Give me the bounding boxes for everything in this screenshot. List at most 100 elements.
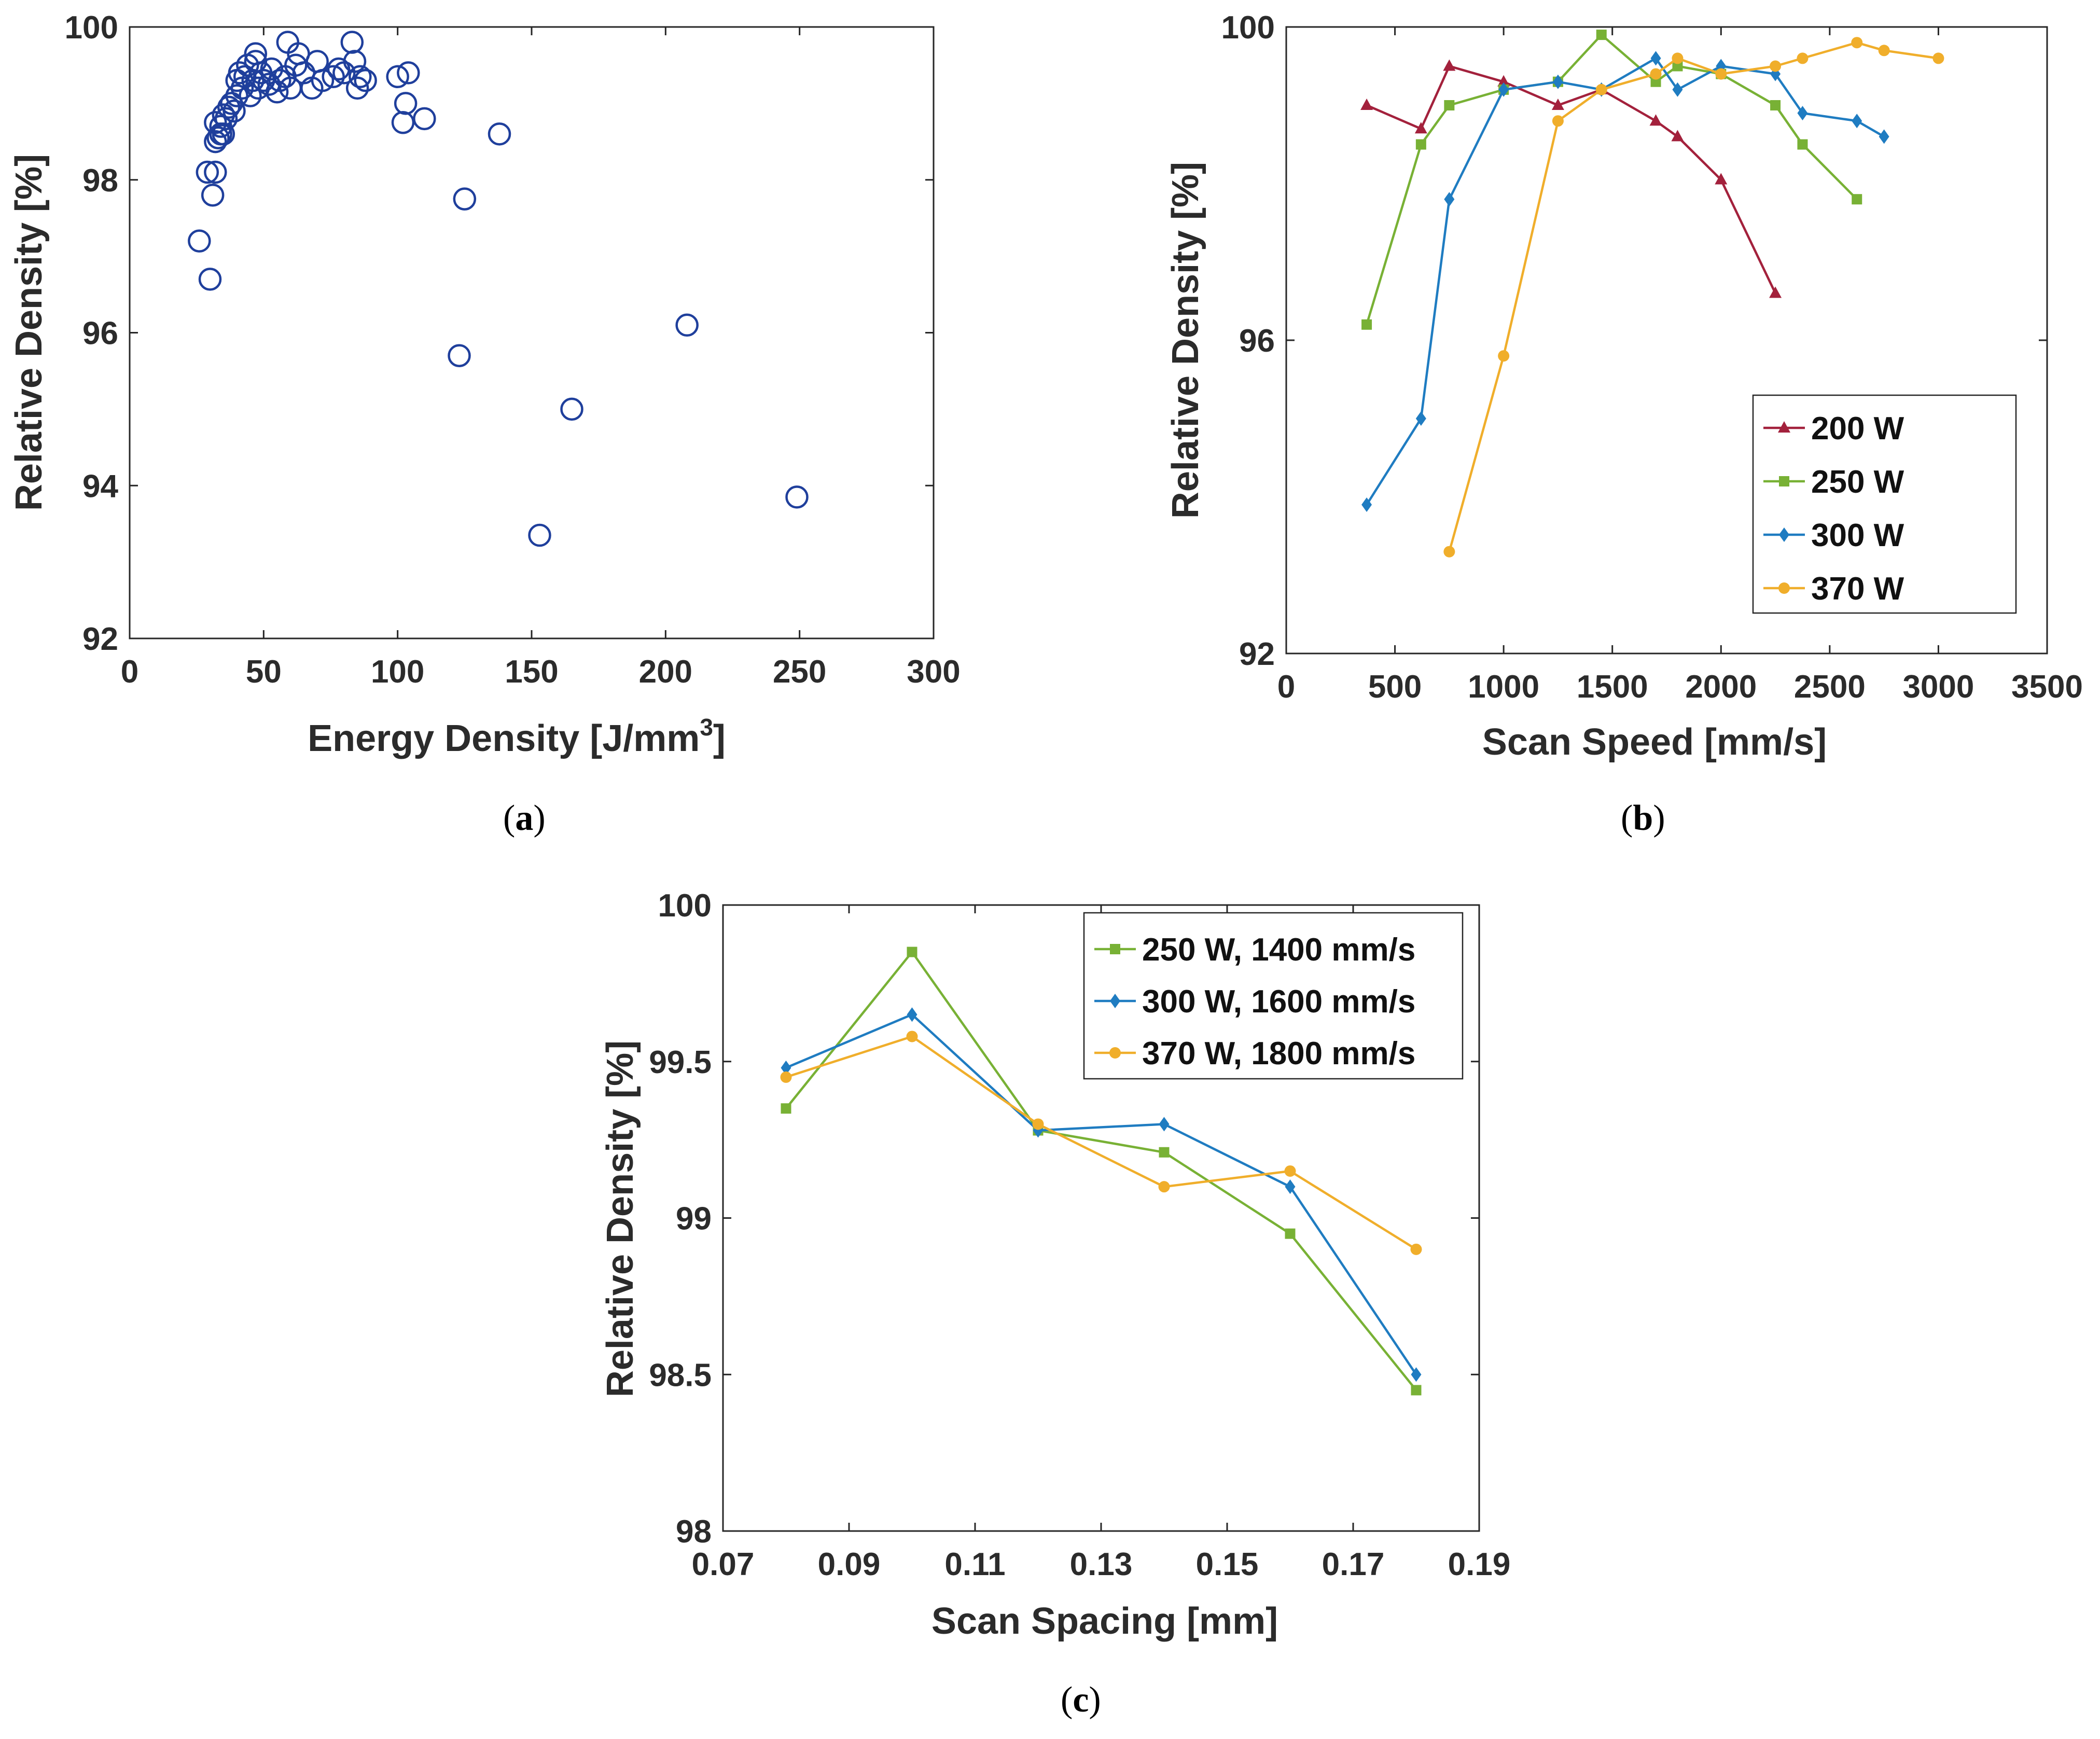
x-axis-label-end: ] [713, 718, 726, 759]
x-tick-label: 0 [121, 654, 138, 690]
panel-caption: (c) [1061, 1680, 1101, 1720]
data-point [340, 31, 364, 54]
data-point [1650, 68, 1662, 80]
legend-box [1083, 912, 1464, 1080]
legend: 250 W, 1400 mm/s 300 W, 1600 mm/s 370 W, 1… [1083, 912, 1464, 1080]
y-tick-label: 98.5 [649, 1357, 712, 1393]
caption-close-paren: ) [533, 798, 545, 838]
data-point [1032, 1118, 1044, 1130]
data-point [1879, 129, 1889, 144]
panel-b-line-chart: 200 W 250 W 300 W 370 W 0 500 1000 1500 2000 2500… [1165, 10, 2083, 838]
plot-frame [129, 26, 935, 639]
y-axis-label: Relative Density [%] [8, 154, 50, 511]
data-point [354, 68, 377, 92]
data-point [1770, 100, 1781, 110]
x-tick-label: 2500 [1794, 669, 1866, 705]
data-point [1443, 546, 1455, 558]
data-point [201, 183, 225, 207]
series-370-w [1443, 37, 1944, 558]
data-point [781, 1103, 791, 1114]
data-point [1411, 1385, 1422, 1396]
data-point [212, 122, 235, 146]
data-point [1410, 1243, 1422, 1255]
data-point [222, 99, 246, 123]
x-tick-label: 1500 [1577, 669, 1648, 705]
scatter-points [188, 31, 809, 547]
data-point [241, 68, 265, 92]
data-point [311, 68, 335, 92]
legend-label: 300 W [1811, 518, 1904, 553]
data-point [1159, 1147, 1170, 1158]
data-point [1852, 194, 1862, 205]
caption-letter: a [515, 798, 533, 838]
data-point [1415, 139, 1426, 150]
data-point [413, 107, 436, 131]
y-tick-label: 92 [82, 621, 118, 657]
y-tick-label: 98 [82, 163, 118, 199]
data-point [448, 344, 471, 367]
y-tick-label: 100 [658, 888, 712, 924]
data-point [1285, 1228, 1296, 1239]
legend-item: 370 W [1763, 571, 1904, 607]
data-point [1443, 59, 1456, 71]
series-line [1366, 65, 1777, 294]
data-point [1650, 76, 1661, 87]
x-tick-label: 0.07 [692, 1547, 755, 1582]
data-point [1551, 99, 1564, 110]
data-point [528, 523, 551, 547]
legend: 200 W 250 W 300 W 370 W [1752, 394, 2017, 614]
caption-letter: b [1633, 798, 1653, 838]
data-point [1552, 74, 1563, 89]
legend-swatch-marker [1110, 944, 1120, 954]
x-tick-label: 500 [1368, 669, 1422, 705]
x-tick-label: 3000 [1902, 669, 1974, 705]
caption-open-paren: ( [1061, 1680, 1073, 1720]
series-line [1365, 33, 1858, 325]
data-point [1444, 100, 1455, 110]
data-point [1672, 61, 1683, 72]
data-point [386, 65, 409, 89]
data-point [1649, 114, 1662, 126]
y-tick-label: 98 [676, 1514, 712, 1550]
data-point [1769, 286, 1782, 298]
panel-caption: (a) [503, 798, 546, 838]
data-point [1498, 82, 1509, 97]
data-point [1595, 84, 1607, 95]
legend-label: 200 W [1811, 411, 1904, 447]
y-tick-label: 92 [1239, 636, 1275, 672]
data-point [1159, 1117, 1170, 1132]
x-tick-label: 1000 [1468, 669, 1539, 705]
x-tick-label: 250 [773, 654, 826, 690]
panel-caption: (b) [1621, 798, 1665, 838]
legend-swatch-marker [1778, 582, 1790, 594]
x-tick-label: 300 [907, 654, 960, 690]
data-point [1671, 130, 1684, 142]
data-point [1878, 45, 1890, 57]
series-line [785, 951, 1417, 1391]
data-point [1497, 75, 1510, 87]
series-300-w-1600-mm-s [781, 1007, 1422, 1382]
legend-item: 300 W, 1600 mm/s [1094, 984, 1415, 1020]
data-point [198, 268, 222, 291]
data-point [1284, 1165, 1296, 1177]
panel-a-scatter-chart: 0 50 100 150 200 250 300 92 94 96 98 100 Energy Dens… [8, 10, 961, 838]
series-line [785, 1035, 1417, 1250]
series-250-w [1361, 30, 1862, 330]
x-tick-label: 0.09 [818, 1547, 881, 1582]
legend-label: 370 W, 1800 mm/s [1142, 1036, 1415, 1072]
x-tick-label: 2000 [1685, 669, 1757, 705]
legend-item: 300 W [1763, 518, 1904, 553]
y-tick-label: 96 [82, 316, 118, 352]
data-point [217, 95, 241, 119]
data-point [188, 229, 211, 253]
x-tick-label: 100 [371, 654, 424, 690]
data-point [394, 92, 418, 115]
data-point [1552, 115, 1564, 127]
legend-swatch-marker [1110, 994, 1120, 1008]
data-point [785, 485, 809, 509]
data-point [246, 76, 270, 100]
data-point [252, 68, 275, 92]
data-point [907, 1007, 917, 1022]
legend-swatch-marker [1109, 1047, 1121, 1059]
